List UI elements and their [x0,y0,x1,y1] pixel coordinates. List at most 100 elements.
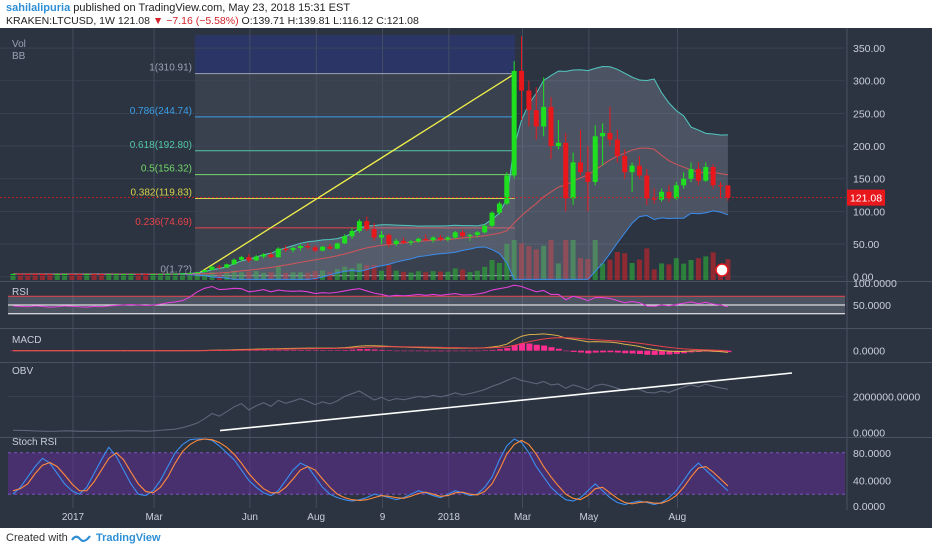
candle-body [541,106,547,127]
macd-histogram-bar [555,348,562,351]
tradingview-brand[interactable]: TradingView [96,532,161,544]
candle-body [629,165,635,173]
candle-body [312,247,318,251]
candle-body [187,272,193,274]
candle-body [69,274,75,276]
volume-bar [172,275,178,280]
macd-histogram-bar [600,350,607,353]
volume-bar [32,275,38,280]
candle-body [408,241,414,243]
candle-body [437,237,443,240]
volume-bar [570,240,576,280]
price-tick-label: 300.00 [853,76,885,88]
rsi-tick-label: 100.0000 [853,278,897,290]
volume-bar [150,275,156,280]
candle-body [710,166,716,186]
price-tick-label: 250.00 [853,108,885,120]
macd-histogram-bar [548,347,555,351]
volume-bar [334,269,340,280]
us-flag-icon [715,263,729,277]
candle-body [25,273,31,275]
volume-bar [504,243,510,280]
candle-body [224,264,230,268]
candle-body [570,162,576,199]
volume-bar [695,258,701,280]
obv-tick-label: 0.0000 [853,427,885,439]
volume-bar [430,271,436,280]
volume-bar [135,275,141,280]
footer: Created with TradingView [0,528,932,550]
macd-histogram-bar [430,350,437,352]
volume-bar [106,275,112,280]
candle-body [651,198,657,200]
candle-body [246,257,252,261]
fib-top-shade [195,35,515,74]
volume-bar [423,272,429,280]
candle-body [32,274,38,276]
volume-bar [47,275,53,280]
candle-body [607,133,613,140]
volume-bar [128,275,134,280]
macd-histogram-bar [342,350,349,351]
candle-body [415,238,421,242]
chart-svg[interactable]: 1(310.91) 0.786(244.74) 0.618(192.80) 0.5(1… [0,28,932,528]
volume-bar [541,245,547,280]
candle-body [261,254,267,257]
stoch-tick-label: 40.0000 [853,475,891,487]
candle-body [98,274,104,276]
author-name[interactable]: sahilalipuria [6,2,71,14]
published-text: published on TradingView.com, May 23, 20… [73,2,351,14]
price-tick-label: 350.00 [853,43,885,55]
candle-body [688,168,694,179]
candle-body [673,185,679,199]
created-with-text: Created with [6,532,68,544]
volume-bar [165,275,171,280]
volume-bar [305,272,311,280]
x-tick-label: Aug [668,512,686,523]
candle-body [489,212,495,226]
volume-bar [238,272,244,280]
volume-bar [157,275,163,280]
last-price-tag [847,189,885,206]
candle-body [349,231,355,237]
volume-bar [246,271,252,280]
x-tick-label: Mar [514,512,532,523]
volume-bar [224,272,230,280]
volume-bar [283,272,289,280]
chart-area[interactable]: 1(310.91) 0.786(244.74) 0.618(192.80) 0.5(1… [0,28,932,528]
price-tick-label: 0.00 [853,272,874,284]
volume-bar [644,248,650,280]
fib-level-label: 0(1.7?) [160,265,192,276]
candle-body [474,232,480,235]
candle-body [253,256,259,261]
volume-bar [342,266,348,280]
volume-bar [415,271,421,280]
macd-histogram-bar [563,350,570,352]
price-tick-label: 50.00 [853,239,879,251]
candle-body [84,274,90,276]
macd-histogram-bar [356,349,363,351]
vol-indicator-label: Vol [12,39,26,50]
candle-body [636,165,642,176]
volume-bar [460,269,466,280]
volume-bar [297,272,303,280]
volume-bar [261,272,267,280]
candle-body [283,248,289,250]
candle-body [297,246,303,248]
macd-histogram-bar [636,350,643,354]
candle-body [467,234,473,237]
volume-bar [275,266,281,280]
macd-histogram-bar [577,350,584,353]
macd-histogram-bar [519,343,526,351]
candle-body [209,266,215,271]
macd-histogram-bar [334,350,341,351]
candle-body [10,273,16,275]
volume-bar [62,275,68,280]
volume-bar [393,270,399,280]
fib-level-label: 0.236(74.69) [135,217,192,228]
stoch-rsi-panel-label: Stoch RSI [12,437,57,448]
macd-histogram-bar [445,350,452,352]
obv-line [12,376,728,433]
macd-histogram-bar [305,350,312,351]
candle-body [305,246,311,248]
